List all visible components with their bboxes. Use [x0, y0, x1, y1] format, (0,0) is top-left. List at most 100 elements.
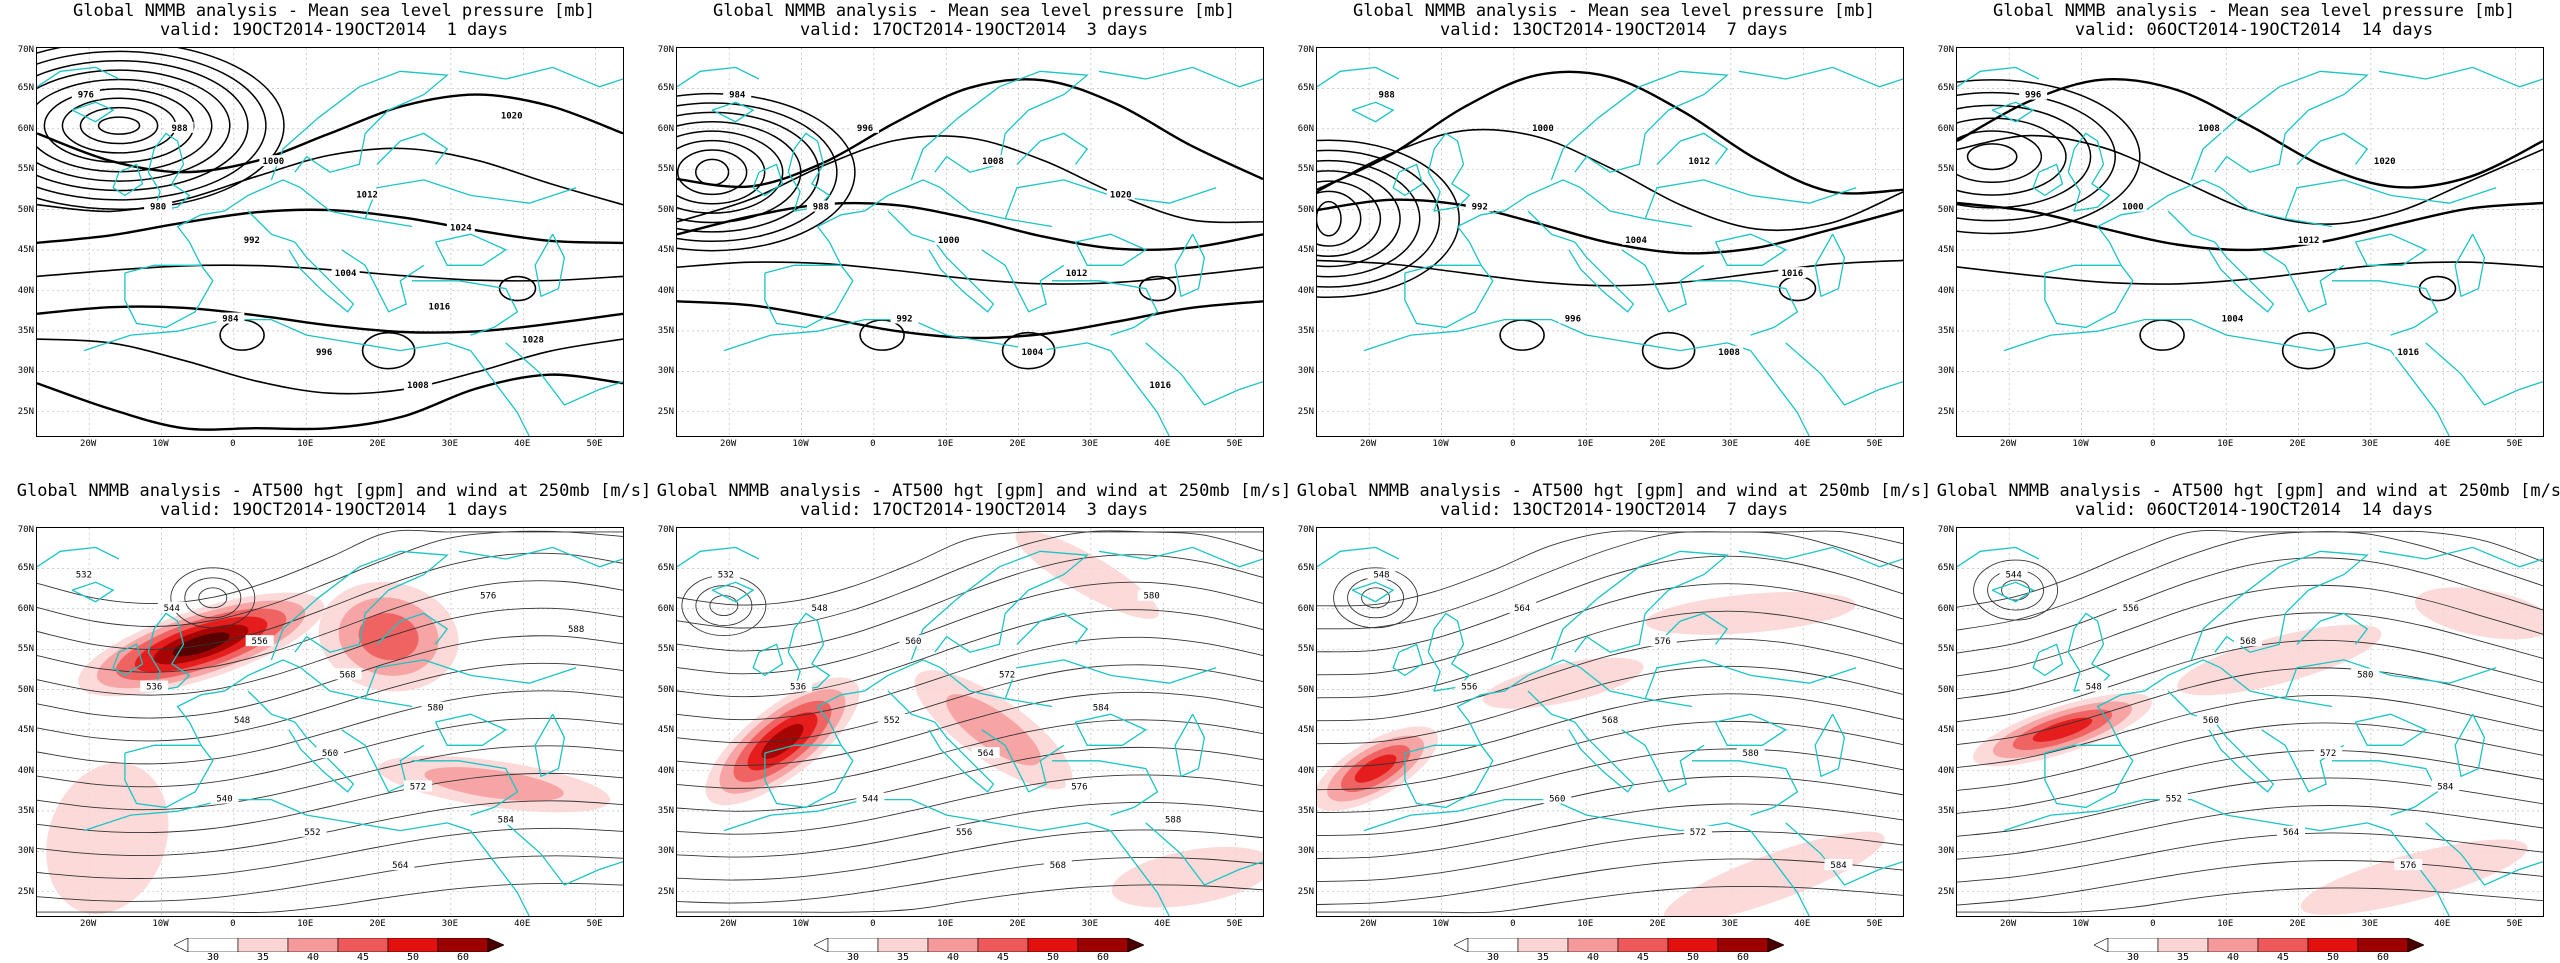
coastline [2390, 830, 2450, 916]
coastline [711, 581, 755, 603]
panel-valid-date: valid: 17OCT2014-19OCT2014 3 days [800, 20, 1148, 40]
contour-label: 576 [2400, 861, 2416, 871]
contour-label: 584 [1093, 704, 1109, 714]
latitude-label: 30N [657, 846, 674, 857]
latitude-label: 65N [1297, 83, 1314, 94]
contour-label-bg [228, 713, 257, 725]
longitude-label: 20E [2289, 439, 2306, 449]
coastline [1580, 187, 1693, 228]
height-contour [37, 745, 623, 811]
isobar [37, 264, 623, 282]
longitude-label: 20E [1009, 919, 1026, 929]
height-contour [37, 800, 623, 857]
mslp-panel: Global NMMB analysis - Mean sea level pr… [1294, 0, 1934, 480]
coastline [2425, 822, 2543, 886]
coastline [2220, 187, 2333, 228]
isobar [1317, 200, 1342, 237]
map-canvas: 544 548 552 556 560 564 568 572 576 580 584 [1957, 528, 2543, 916]
latitude-label: 70N [1937, 525, 1954, 535]
contour-label: 1000 [938, 236, 960, 246]
hgt-wind-panel: Global NMMB analysis - AT500 hgt [gpm] a… [14, 480, 654, 963]
height-contour-closed [709, 595, 739, 617]
panel-title: Global NMMB analysis - AT500 hgt [gpm] a… [16, 481, 652, 501]
contour-label-bg [1543, 792, 1572, 804]
coastline [2208, 241, 2275, 313]
colorbar-swatch [827, 937, 879, 953]
longitude-label: 0 [870, 919, 876, 929]
contour-label-bg [1465, 200, 1494, 212]
coastline [887, 690, 936, 723]
coastline [2378, 66, 2543, 88]
latitude-label: 35N [17, 325, 34, 336]
longitude-label: 50E [1866, 439, 1883, 449]
longitude-label: 10W [1432, 439, 1449, 449]
contour-label-bg [805, 601, 834, 613]
coastline [434, 713, 508, 746]
isobar-closed [2418, 275, 2457, 302]
panel-title: Global NMMB analysis - AT500 hgt [gpm] a… [1936, 481, 2560, 501]
coastline [458, 546, 623, 568]
coastline [1785, 342, 1903, 406]
coastline [1550, 70, 1729, 181]
latitude-label: 45N [1297, 725, 1314, 736]
wind-shading [1645, 591, 1856, 635]
coastline [124, 264, 214, 329]
longitude-label: 40E [1154, 919, 1171, 929]
isobar [1957, 79, 2141, 235]
latitude-label: 35N [657, 805, 674, 816]
coastline [1427, 132, 1471, 212]
isobar [37, 59, 249, 192]
contour-label: 556 [2123, 604, 2139, 614]
contour-label-bg [2194, 121, 2223, 133]
latitude-label: 45N [17, 245, 34, 256]
coastline [458, 66, 623, 88]
contour-label: 564 [977, 749, 993, 759]
longitude-label: 10W [152, 919, 169, 929]
colorbar-tick: 40 [1586, 952, 1600, 963]
longitude-label: 20W [80, 919, 97, 929]
contour-label-bg [165, 121, 194, 133]
contour-label: 540 [216, 795, 232, 805]
latitude-label: 50N [17, 684, 34, 695]
map-canvas: 548 556 560 564 568 572 576 580 584 [1317, 528, 1903, 916]
colorbar-max-arrow [1767, 937, 1785, 953]
isobar [1317, 170, 1401, 268]
contour-label-bg [403, 780, 432, 792]
contour-label-bg [1086, 701, 1115, 713]
contour-label-bg [1528, 121, 1557, 133]
contour-label-bg [519, 333, 548, 345]
coastline [112, 643, 144, 677]
isobar [37, 50, 267, 201]
contour-label: 1000 [263, 157, 285, 167]
latitude-label: 60N [17, 123, 34, 134]
colorbar-min-arrow [173, 937, 189, 953]
height-contour [677, 746, 1263, 812]
contour-label-bg [851, 121, 880, 133]
latitude-label: 55N [1297, 644, 1314, 655]
longitude-label: 20W [2000, 919, 2017, 929]
contour-label-bg [784, 680, 813, 692]
colorbar-min-arrow [1453, 937, 1469, 953]
height-contour [37, 772, 623, 834]
coastline [2032, 643, 2064, 677]
latitude-label: 65N [1937, 563, 1954, 574]
coastline [2044, 744, 2134, 809]
height-contour [677, 884, 1263, 913]
contour-label: 568 [1602, 716, 1618, 726]
isobar [37, 69, 231, 182]
coastline [270, 70, 449, 181]
coastline [1644, 659, 1751, 699]
isobar [1957, 117, 2067, 196]
contour-label-bg [2314, 747, 2343, 759]
isobar [1957, 78, 2543, 189]
coastline [470, 350, 530, 436]
longitude-label: 30E [2361, 919, 2379, 929]
latitude-label: 50N [657, 684, 674, 695]
longitude-label: 20W [720, 919, 737, 929]
wind-colorbar [813, 937, 1145, 953]
contour-label: 1016 [1781, 269, 1803, 279]
coastline [341, 729, 425, 793]
latitude-label: 25N [1937, 406, 1954, 417]
latitude-label: 65N [17, 563, 34, 574]
coastline [1656, 612, 1729, 645]
